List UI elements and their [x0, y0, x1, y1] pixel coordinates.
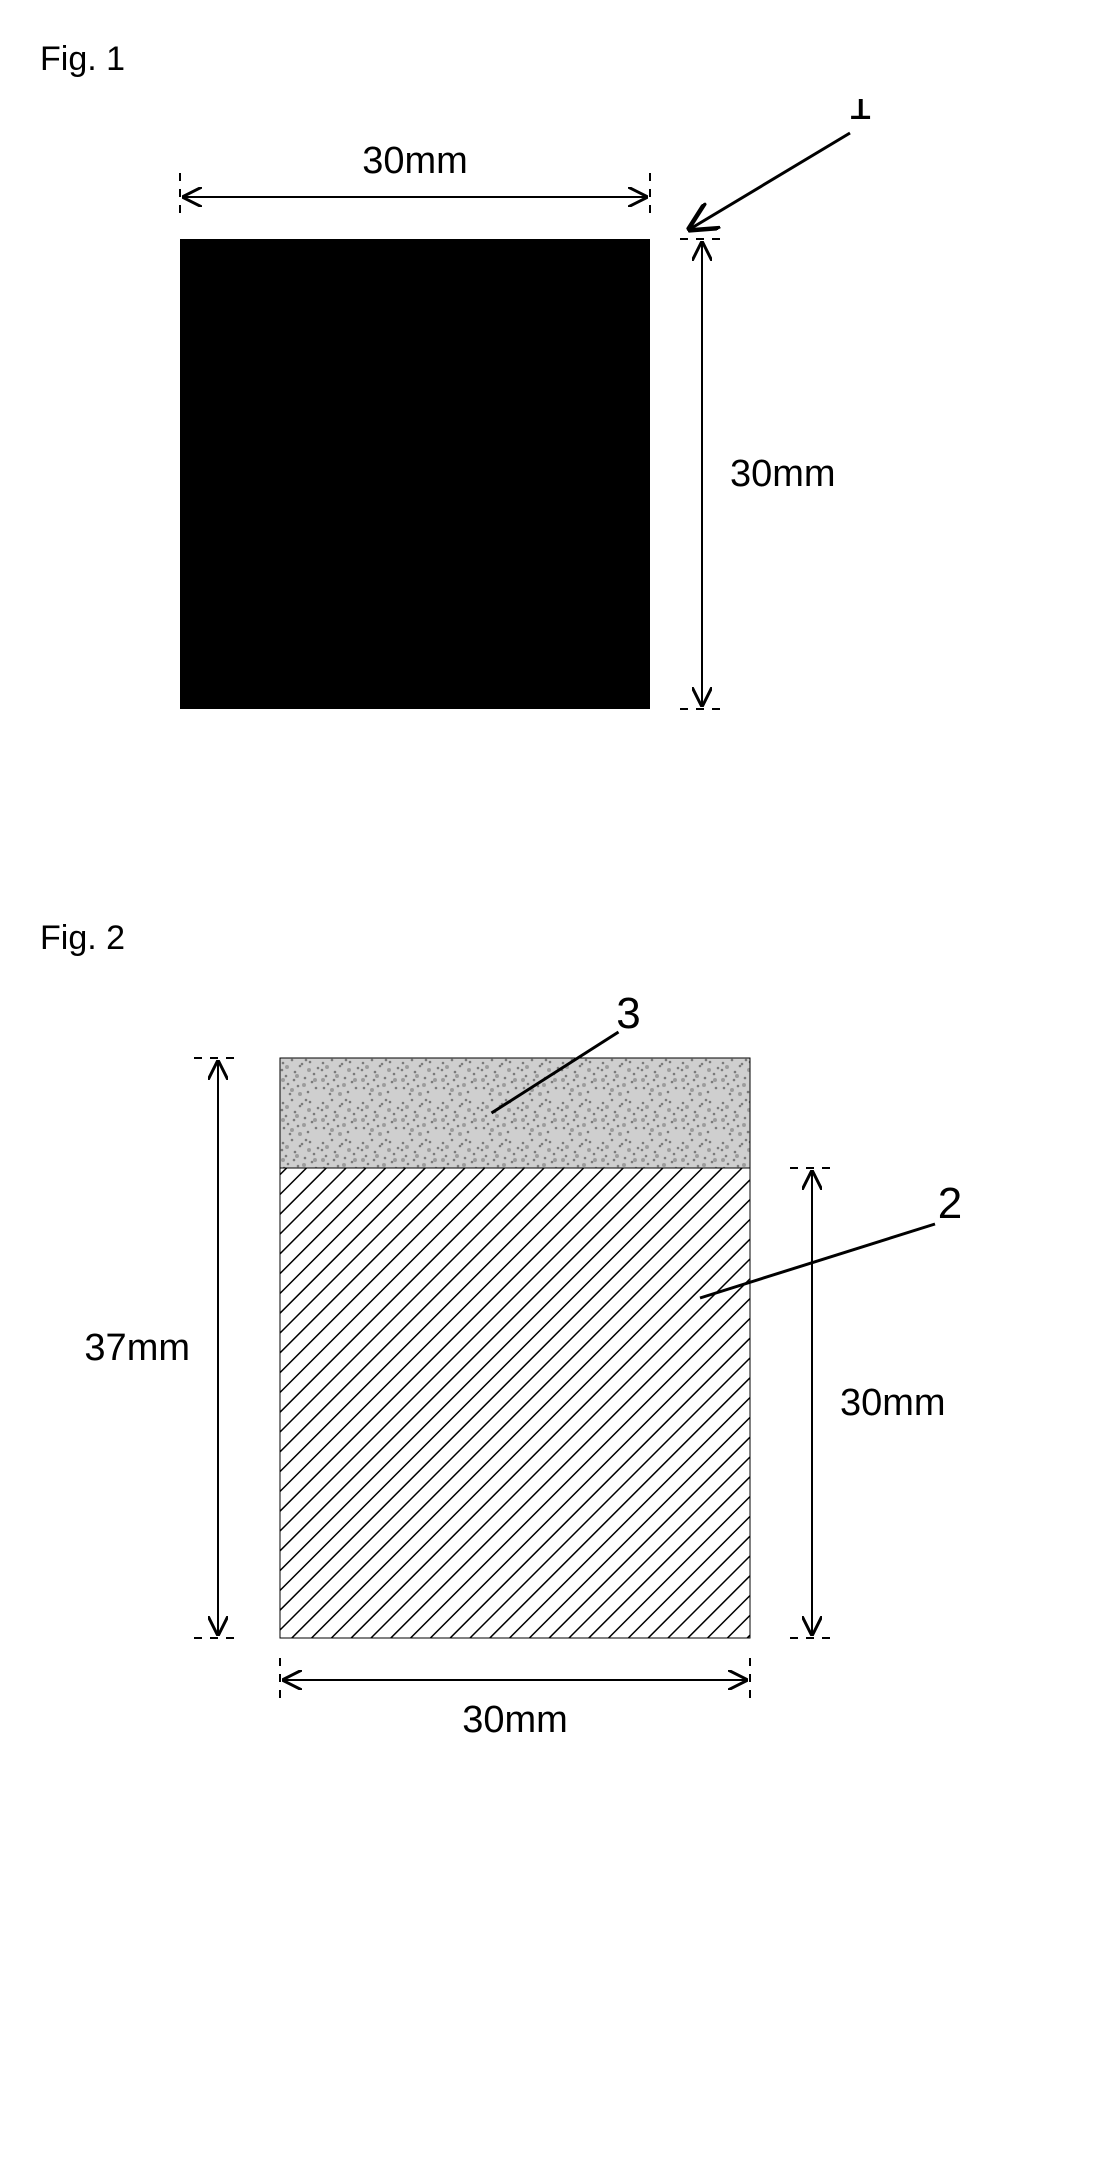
figure2-svg: 37mm 30mm 30mm 3 2: [40, 978, 1076, 1878]
svg-text:30mm: 30mm: [362, 140, 468, 182]
svg-text:1: 1: [848, 99, 872, 129]
svg-text:30mm: 30mm: [730, 453, 836, 495]
svg-text:3: 3: [616, 989, 640, 1038]
figure2-wrap: 37mm 30mm 30mm 3 2: [40, 978, 1076, 1878]
svg-text:37mm: 37mm: [84, 1327, 190, 1369]
figure2-label: Fig. 2: [40, 919, 1076, 958]
figure1-svg: 30mm 30mm 1: [40, 99, 1076, 859]
svg-text:30mm: 30mm: [840, 1382, 946, 1424]
svg-text:2: 2: [938, 1179, 962, 1228]
figure1-wrap: 30mm 30mm 1: [40, 99, 1076, 859]
svg-text:30mm: 30mm: [462, 1699, 568, 1741]
page: Fig. 1 30mm 30mm 1 Fig. 2 37mm 30mm 30mm 3 2: [40, 40, 1076, 1878]
figure1-label: Fig. 1: [40, 40, 1076, 79]
